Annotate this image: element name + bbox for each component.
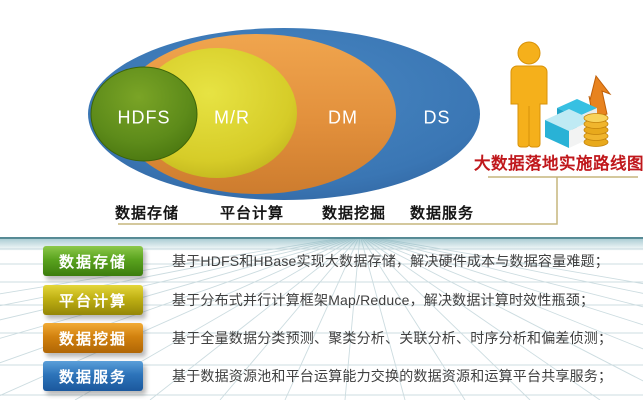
storage-badge: 数据存储 (43, 246, 143, 276)
ring-ellipse-hdfs (90, 66, 198, 162)
ring-label-ds: DS (423, 107, 451, 128)
mining-description: 基于全量数据分类预测、聚类分析、关联分析、时序分析和偏差侦测； (172, 330, 613, 346)
service-description: 基于数据资源池和平台运算能力交换的数据资源和运算平台共享服务； (172, 368, 613, 384)
ring-label-dm: DM (328, 107, 358, 128)
roadmap-title: 大数据落地实施路线图 (474, 155, 643, 173)
category-label-compute: 平台计算 (219, 205, 285, 222)
legend-row-compute: 平台计算 基于分布式并行计算框架Map/Reduce，解决数据计算时效性瓶颈； (0, 285, 643, 315)
legend-section: 数据存储 基于HDFS和HBase实现大数据存储，解决硬件成本与数据容量难题； … (0, 237, 643, 400)
ring-label-hdfs: HDFS (117, 107, 171, 128)
legend-row-service: 数据服务 基于数据资源池和平台运算能力交换的数据资源和运算平台共享服务； (0, 361, 643, 391)
category-label-storage: 数据存储 (114, 205, 180, 222)
person-with-data-assets-icon (497, 38, 615, 150)
category-label-mining: 数据挖掘 (321, 205, 387, 222)
person-icon (510, 41, 548, 148)
service-badge: 数据服务 (43, 361, 143, 391)
perspective-grid-background (0, 237, 643, 400)
coin-stack-icon (583, 113, 609, 147)
compute-description: 基于分布式并行计算框架Map/Reduce，解决数据计算时效性瓶颈； (172, 292, 595, 308)
venn-ellipses (88, 28, 638, 225)
ring-label-mr: M/R (214, 107, 250, 128)
legend-row-mining: 数据挖掘 基于全量数据分类预测、聚类分析、关联分析、时序分析和偏差侦测； (0, 323, 643, 353)
category-label-service: 数据服务 (409, 205, 475, 222)
roadmap-connector-line (118, 177, 558, 225)
mining-badge: 数据挖掘 (43, 323, 143, 353)
venn-section: HDFS M/R DM DS 数据存储 平台计算 数据挖掘 数据服务 (88, 28, 643, 225)
compute-badge: 平台计算 (43, 285, 143, 315)
legend-row-storage: 数据存储 基于HDFS和HBase实现大数据存储，解决硬件成本与数据容量难题； (0, 246, 643, 276)
storage-description: 基于HDFS和HBase实现大数据存储，解决硬件成本与数据容量难题； (172, 253, 609, 269)
